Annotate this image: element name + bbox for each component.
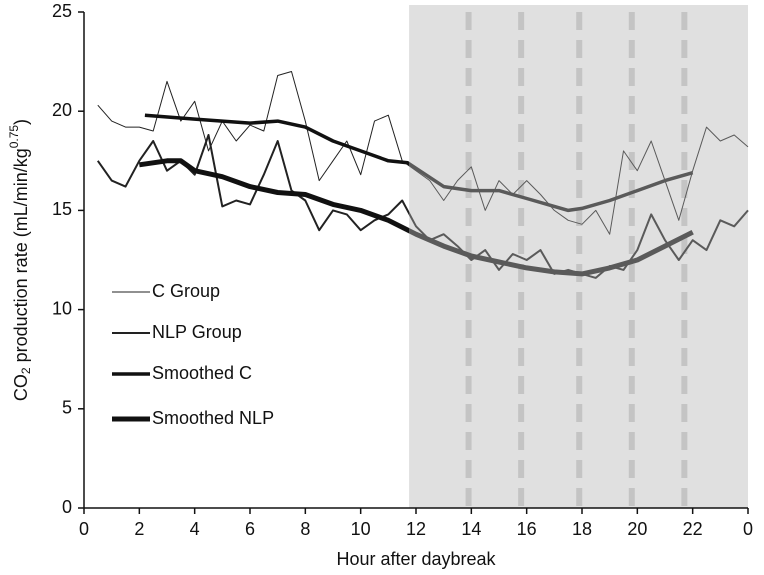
- x-tick-label: 12: [406, 519, 426, 539]
- x-tick-label: 6: [245, 519, 255, 539]
- y-label-part: CO: [11, 374, 31, 401]
- x-tick-label: 22: [683, 519, 703, 539]
- x-tick-label: 16: [517, 519, 537, 539]
- series-line: [96, 134, 749, 279]
- x-tick-label: 8: [300, 519, 310, 539]
- x-tick-label: 2: [134, 519, 144, 539]
- x-tick-label: 0: [79, 519, 89, 539]
- x-tick-label: 10: [351, 519, 371, 539]
- series-line: [144, 113, 694, 213]
- x-tick-label: 20: [627, 519, 647, 539]
- x-tick-label: 4: [190, 519, 200, 539]
- x-axis-label: Hour after daybreak: [336, 549, 496, 569]
- legend-label: Smoothed C: [152, 363, 252, 383]
- y-tick-label: 5: [62, 398, 72, 418]
- x-tick-label: 14: [461, 519, 481, 539]
- y-tick-label: 25: [52, 1, 72, 21]
- y-axis-label: CO2 production rate (mL/min/kg0.75): [7, 119, 33, 401]
- legend-label: NLP Group: [152, 322, 242, 342]
- legend-label: Smoothed NLP: [152, 408, 274, 428]
- y-label-part: production rate (mL/min/kg: [11, 148, 31, 367]
- axis-layer: 0 5 10 15 20 25 0 2 4 6 8 10 12 14 16 18 20 22 0 C Group NLP…: [52, 1, 753, 539]
- y-label-subscript: 2: [19, 367, 33, 374]
- y-tick-label: 20: [52, 100, 72, 120]
- legend-label: C Group: [152, 281, 220, 301]
- background-layer: [409, 5, 748, 508]
- y-label-part: ): [11, 119, 31, 125]
- y-tick-label: 15: [52, 199, 72, 219]
- series-line: [138, 158, 694, 277]
- lines-layer: [96, 71, 749, 279]
- x-tick-label: 18: [572, 519, 592, 539]
- y-tick-label: 10: [52, 298, 72, 318]
- y-label-superscript: 0.75: [7, 125, 21, 149]
- y-tick-label: 0: [62, 497, 72, 517]
- x-tick-label: 0: [743, 519, 753, 539]
